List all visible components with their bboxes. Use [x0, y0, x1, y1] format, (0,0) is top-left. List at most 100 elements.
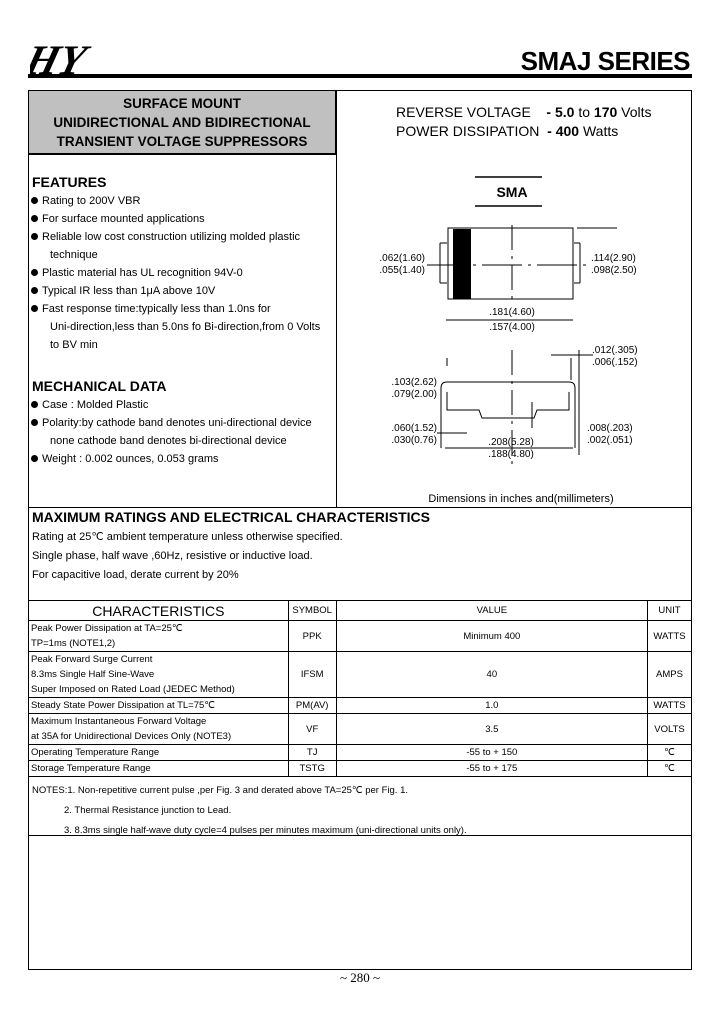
- condition-line: For capacitive load, derate current by 2…: [32, 569, 239, 581]
- symbol-cell: PPK: [287, 620, 337, 652]
- list-item: Reliable low cost construction utilizing…: [30, 228, 335, 246]
- characteristic: Operating Temperature Range: [28, 744, 289, 761]
- col-header: CHARACTERISTICS: [28, 600, 289, 621]
- unit-cell: ℃: [647, 744, 692, 761]
- content-frame: [28, 90, 692, 970]
- desc-line: Super Imposed on Rated Load (JEDEC Metho…: [31, 684, 235, 695]
- characteristic: Peak Power Dissipation at TA=25℃ TP=1ms (…: [28, 620, 289, 652]
- dim-label: .098(2.50): [591, 265, 637, 276]
- dim-label: .008(.203): [587, 423, 633, 434]
- table-row: Peak Forward Surge Current 8.3ms Single H…: [28, 651, 692, 698]
- list-item: Fast response time:typically less than 1…: [30, 300, 335, 318]
- dim-label: .188(4.80): [488, 449, 534, 460]
- list-item: Typical IR less than 1μA above 10V: [30, 282, 335, 300]
- col-header: UNIT: [647, 600, 692, 621]
- dim-label: .114(2.90): [591, 253, 636, 264]
- list-item: to BV min: [50, 339, 98, 351]
- col-header: VALUE: [335, 600, 649, 621]
- dash: -: [546, 104, 552, 120]
- spec-value: 5.0: [554, 104, 575, 120]
- title-line: TRANSIENT VOLTAGE SUPPRESSORS: [56, 134, 308, 149]
- list-item: For surface mounted applications: [30, 210, 335, 228]
- dim-label: .030(0.76): [391, 435, 437, 446]
- desc-line: at 35A for Unidirectional Devices Only (…: [31, 731, 232, 742]
- desc-line: 8.3ms Single Half Sine-Wave: [31, 669, 155, 680]
- unit-cell: WATTS: [647, 620, 692, 652]
- sma-package-diagram: SMA .062(1.60) .055(1.40) .114(2.90) .09…: [379, 176, 638, 470]
- characteristic: Steady State Power Dissipation at TL=75℃: [28, 697, 289, 714]
- characteristic: Storage Temperature Range: [28, 760, 289, 777]
- spec-value: 400: [555, 123, 580, 139]
- symbol-cell: PM(AV): [287, 697, 337, 714]
- symbol-cell: TSTG: [287, 760, 337, 777]
- page-number: ~ 280 ~: [339, 970, 381, 985]
- note: 3. 8.3ms single half-wave duty cycle=4 p…: [64, 825, 467, 836]
- desc-line: Maximum Instantaneous Forward Voltage: [31, 716, 207, 727]
- title-line: UNIDIRECTIONAL AND BIDIRECTIONAL: [53, 115, 311, 130]
- desc-line: TP=1ms (NOTE1,2): [31, 638, 116, 649]
- table-row: Storage Temperature Range TSTG -55 to + 17…: [28, 760, 692, 777]
- title-line: SURFACE MOUNT: [123, 96, 241, 111]
- spec-unit: Watts: [582, 123, 619, 139]
- spec-unit: Volts: [621, 104, 652, 120]
- dim-label: .079(2.00): [391, 389, 437, 400]
- desc-line: Storage Temperature Range: [31, 763, 151, 774]
- value-cell: -55 to + 175: [335, 760, 649, 777]
- table-row: Operating Temperature Range TJ -55 to + 15…: [28, 744, 692, 761]
- header-rule: [28, 74, 692, 78]
- spec-label: REVERSE VOLTAGE: [396, 104, 531, 120]
- desc-line: Operating Temperature Range: [31, 747, 160, 758]
- key-specs: REVERSE VOLTAGE - 5.0 to 170 Volts POWER…: [396, 103, 652, 141]
- col-header: SYMBOL: [287, 600, 337, 621]
- product-title-box: SURFACE MOUNT UNIDIRECTIONAL AND BIDIREC…: [29, 91, 336, 154]
- value-cell: 1.0: [335, 697, 649, 714]
- value-cell: 40: [335, 651, 649, 698]
- dim-label: .012(.305): [592, 345, 638, 356]
- dim-label: .055(1.40): [379, 265, 425, 276]
- list-item: Uni-direction,less than 5.0ns fo Bi-dire…: [50, 321, 321, 333]
- unit-cell: WATTS: [647, 697, 692, 714]
- value-cell: 3.5: [335, 713, 649, 745]
- value-cell: Minimum 400: [335, 620, 649, 652]
- note: NOTES:1. Non-repetitive current pulse ,p…: [32, 785, 408, 796]
- list-item: Plastic material has UL recognition 94V-…: [30, 264, 335, 282]
- dim-label: .208(5.28): [488, 437, 534, 448]
- list-item: technique: [50, 249, 98, 261]
- ratings-table: CHARACTERISTICS SYMBOL VALUE UNIT Peak P…: [28, 600, 692, 777]
- unit-cell: AMPS: [647, 651, 692, 698]
- dim-label: .103(2.62): [391, 377, 437, 388]
- divider: [29, 835, 691, 836]
- ratings-heading: MAXIMUM RATINGS AND ELECTRICAL CHARACTER…: [32, 509, 430, 525]
- cathode-band: [453, 229, 471, 299]
- notes: NOTES:1. Non-repetitive current pulse ,p…: [32, 781, 467, 841]
- spec-text: to: [578, 104, 591, 120]
- desc-line: Peak Power Dissipation at TA=25℃: [31, 623, 183, 634]
- table-row: Maximum Instantaneous Forward Voltage at …: [28, 713, 692, 745]
- package-label: SMA: [496, 184, 527, 200]
- column-divider: [336, 91, 337, 507]
- mechanical-list: Case : Molded Plastic Polarity:by cathode…: [30, 396, 335, 468]
- dim-label: .060(1.52): [391, 423, 437, 434]
- value-cell: -55 to + 150: [335, 744, 649, 761]
- spec-label: POWER DISSIPATION: [396, 123, 540, 139]
- spec-value: 170: [593, 104, 618, 120]
- list-item: Weight : 0.002 ounces, 0.053 grams: [30, 450, 335, 468]
- series-title: SMAJ SERIES: [520, 46, 691, 76]
- table-row: Steady State Power Dissipation at TL=75℃…: [28, 697, 692, 714]
- characteristic: Maximum Instantaneous Forward Voltage at …: [28, 713, 289, 745]
- features-heading: FEATURES: [32, 174, 107, 190]
- list-item: Case : Molded Plastic: [30, 396, 335, 414]
- list-item: none cathode band denotes bi-directional…: [50, 435, 287, 447]
- features-list: Rating to 200V VBR For surface mounted ap…: [30, 192, 335, 354]
- symbol-cell: VF: [287, 713, 337, 745]
- desc-line: Steady State Power Dissipation at TL=75℃: [31, 700, 215, 711]
- desc-line: Peak Forward Surge Current: [31, 654, 153, 665]
- mechanical-heading: MECHANICAL DATA: [32, 378, 167, 394]
- dim-label: .181(4.60): [489, 307, 535, 318]
- dash: -: [547, 123, 552, 139]
- dim-label: .006(.152): [592, 357, 638, 368]
- condition-line: Single phase, half wave ,60Hz, resistive…: [32, 550, 313, 562]
- symbol-cell: IFSM: [287, 651, 337, 698]
- dim-label: .157(4.00): [489, 322, 535, 333]
